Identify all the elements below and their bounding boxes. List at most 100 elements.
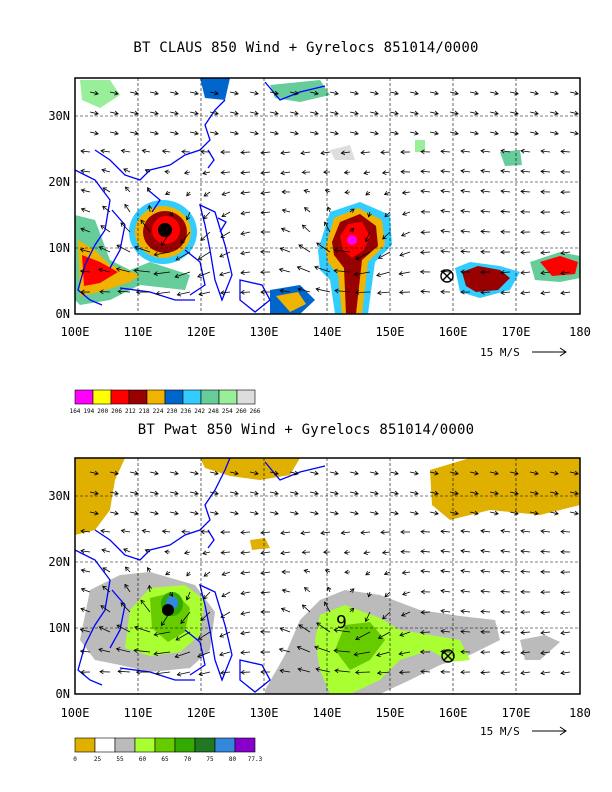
wind-vector-head <box>80 548 85 554</box>
wind-vector <box>240 151 251 153</box>
wind-vector-head <box>374 470 379 476</box>
wind-vector-head <box>124 583 129 589</box>
wind-vector <box>315 668 331 673</box>
wind-vector <box>509 471 519 475</box>
wind-vector <box>569 131 579 135</box>
wind-vector <box>124 584 131 593</box>
wind-vector <box>240 271 251 274</box>
wind-vector-head <box>314 130 319 136</box>
wind-vector-head <box>168 592 174 597</box>
wind-vector <box>469 91 479 95</box>
wind-vector-head <box>164 549 169 555</box>
wind-vector-head <box>323 549 328 555</box>
wind-vector <box>560 611 571 614</box>
wind-vector <box>280 171 291 174</box>
wind-vector <box>99 246 111 253</box>
wind-vector-head <box>434 110 439 116</box>
wind-vector-head <box>540 549 545 554</box>
wind-vector <box>197 271 211 278</box>
wind-vector-head <box>440 548 445 554</box>
wind-vector-head <box>343 169 349 175</box>
wind-vector-head <box>174 510 179 516</box>
wind-vector-head <box>124 566 130 572</box>
wind-vector-head <box>94 90 99 96</box>
wind-vector <box>409 91 419 95</box>
wind-vector <box>378 251 391 259</box>
wind-vector <box>156 671 171 675</box>
wind-vector <box>280 670 291 673</box>
vector-scale-arrow-p2 <box>532 726 567 736</box>
legend-swatch <box>182 389 202 405</box>
wind-vector <box>175 251 191 261</box>
wind-vector-head <box>394 110 399 116</box>
wind-vector-head <box>280 607 286 612</box>
wind-vector-head <box>480 229 485 234</box>
wind-vector-head <box>260 190 265 196</box>
wind-vector <box>420 570 431 573</box>
wind-vector <box>100 530 111 533</box>
wind-vector <box>540 271 551 274</box>
wind-vector <box>109 111 119 115</box>
wind-vector <box>186 211 191 220</box>
wind-vector <box>500 271 511 274</box>
wind-vector <box>102 187 111 193</box>
wind-vector-head <box>221 212 227 218</box>
wind-vector-head <box>240 611 245 616</box>
wind-vector <box>80 170 91 173</box>
wind-vector-head <box>534 510 539 516</box>
wind-vector-head <box>234 110 239 116</box>
wind-vector <box>129 511 139 515</box>
wind-vector <box>549 491 559 495</box>
wind-vector <box>480 570 491 573</box>
wind-vector-head <box>420 289 425 294</box>
wind-vector <box>219 631 231 638</box>
wind-vector <box>389 491 399 495</box>
wind-vector-head <box>214 470 219 476</box>
wind-vector-head <box>480 670 485 675</box>
wind-vector-head <box>220 550 225 555</box>
wind-vector-head <box>314 110 319 116</box>
wind-vector-head <box>402 211 407 216</box>
wind-vector <box>560 591 571 594</box>
wind-vector-head <box>454 490 459 496</box>
wind-vector <box>260 531 271 534</box>
wind-vector-head <box>114 130 119 136</box>
lon-label: 180 <box>569 325 591 339</box>
wind-vector-head <box>364 237 370 243</box>
lon-label: 180 <box>569 706 591 720</box>
wind-vector <box>289 131 299 135</box>
wind-vector-head <box>364 617 370 623</box>
wind-vector <box>289 511 299 515</box>
lon-label: 160E <box>439 325 468 339</box>
wind-vector <box>229 471 239 475</box>
wind-vector <box>102 567 111 573</box>
wind-vector <box>401 611 411 617</box>
wind-vector-head <box>540 270 545 276</box>
wind-vector-head <box>323 169 328 175</box>
wind-vector-head <box>360 530 365 535</box>
wind-vector-head <box>320 530 325 536</box>
wind-vector <box>380 151 391 153</box>
wind-vector-head <box>334 90 339 96</box>
wind-vector <box>560 251 571 254</box>
wind-vector <box>289 471 299 475</box>
wind-vector-head <box>154 490 159 496</box>
wind-vector <box>249 91 259 95</box>
wind-vector <box>540 671 551 674</box>
wind-vector <box>409 491 419 495</box>
wind-vector-head <box>165 190 170 195</box>
wind-vector <box>480 671 491 674</box>
wind-vector <box>560 631 571 634</box>
wind-vector-head <box>460 148 465 154</box>
legend-swatch <box>214 737 236 753</box>
wind-vector-head <box>280 530 285 536</box>
wind-vector <box>540 150 551 153</box>
wind-vector <box>80 650 91 653</box>
wind-vector <box>116 268 131 273</box>
wind-vector-head <box>153 271 158 277</box>
wind-vector-head <box>500 670 505 676</box>
wind-vector-head <box>175 636 181 641</box>
wind-vector-head <box>301 604 307 609</box>
wind-vector <box>389 111 399 115</box>
wind-vector <box>529 491 539 495</box>
